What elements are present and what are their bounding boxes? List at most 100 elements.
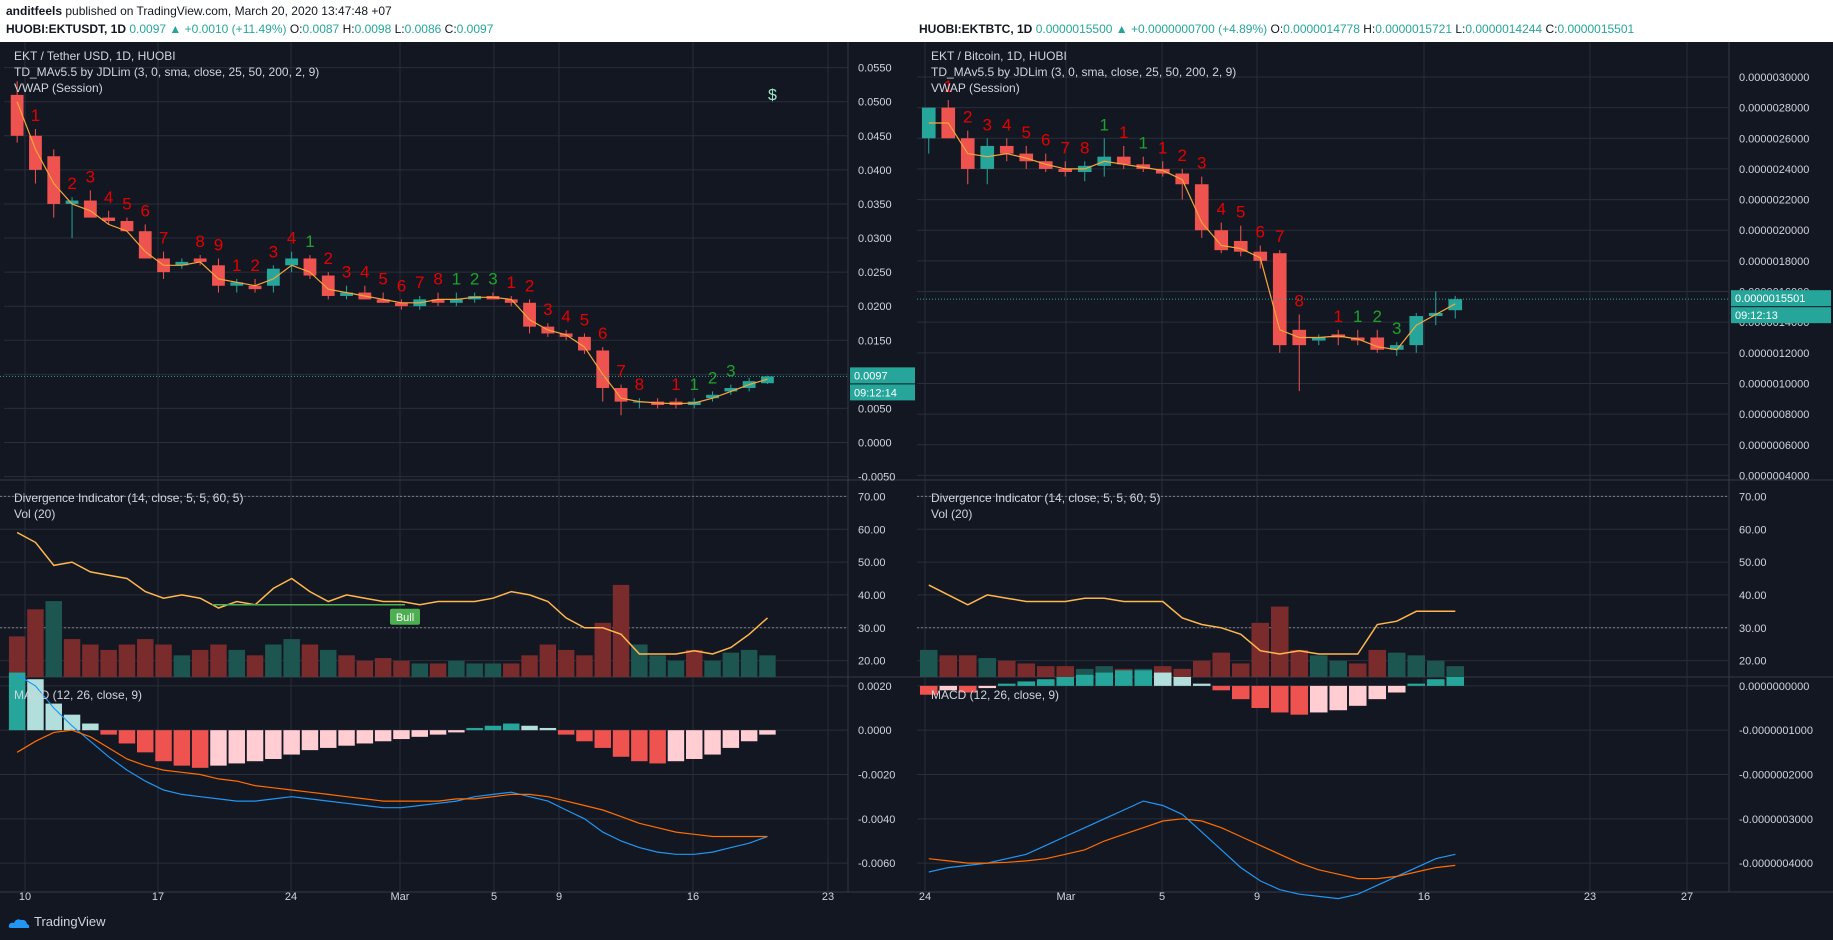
candle-body — [321, 275, 335, 296]
footer-bar: TradingView — [0, 904, 1833, 940]
volume-bar — [1270, 606, 1289, 677]
volume-bar — [320, 649, 337, 677]
volume-bar — [667, 660, 685, 677]
rsi-tick-label: 30.00 — [858, 623, 886, 635]
price-tick-label: 0.0000018000 — [1739, 256, 1809, 268]
candle-body — [921, 107, 936, 139]
macd-histogram-bar — [45, 703, 62, 731]
volume-bar — [978, 658, 997, 677]
chart-left-canvas[interactable]: 0.0550 0.0500 0.0450 0.0400 0.0350 0.0300 0.02… — [0, 42, 917, 904]
macd-histogram-bar — [137, 730, 154, 753]
volume-bar — [649, 655, 666, 677]
candle-body — [10, 94, 24, 136]
last-price-tag — [1731, 290, 1831, 307]
volume-bar — [1368, 649, 1387, 677]
macd-histogram-bar — [63, 714, 81, 731]
rsi-tick-label: 30.00 — [1739, 623, 1767, 635]
time-tick-label: 16 — [687, 891, 699, 903]
macd-histogram-bar — [1348, 685, 1367, 706]
macd-histogram-bar — [1192, 683, 1211, 686]
volume-bar — [1192, 660, 1211, 677]
macd-histogram-bar — [1231, 685, 1250, 700]
macd-histogram-bar — [919, 685, 938, 695]
volume-bar — [576, 655, 593, 677]
price-tick-label: 0.0000020000 — [1739, 225, 1809, 237]
td-count-label: 2 — [67, 174, 76, 193]
td-count-label: 2 — [1373, 307, 1382, 326]
macd-histogram-bar — [155, 730, 172, 762]
volume-bar — [594, 622, 611, 677]
close-key: C: — [1545, 22, 1558, 36]
rsi-tick-label: 60.00 — [1739, 524, 1767, 536]
candle-body — [230, 282, 244, 286]
volume-bar — [1290, 649, 1309, 677]
chart-left[interactable]: 0.0550 0.0500 0.0450 0.0400 0.0350 0.0300 0.02… — [0, 42, 917, 904]
td-count-label: 7 — [616, 362, 625, 381]
chart-right-canvas[interactable]: 0.0000030000 0.0000028000 0.0000026000 0.00… — [917, 42, 1833, 904]
price-tick-label: 0.0000026000 — [1739, 133, 1809, 145]
volume-bar — [210, 644, 227, 677]
author-name[interactable]: anditfeels — [6, 4, 63, 18]
high-value: 0.0000015721 — [1375, 22, 1452, 36]
macd-histogram-bar — [521, 725, 538, 731]
macd-tick-label: -0.0000003000 — [1739, 814, 1813, 826]
candle-body — [1233, 240, 1248, 252]
macd-histogram-bar — [594, 730, 611, 748]
tradingview-logo[interactable]: TradingView — [8, 914, 106, 929]
td-count-label: 8 — [1295, 292, 1304, 311]
td-count-label: 1 — [1158, 138, 1167, 157]
candle-body — [376, 299, 390, 303]
volume-bar — [1387, 652, 1406, 677]
vwap-line — [928, 122, 1456, 351]
countdown-tag — [850, 384, 915, 401]
td-count-label: 1 — [507, 273, 516, 292]
td-count-label: 3 — [1197, 154, 1206, 173]
divergence-indicator-label: Divergence Indicator (14, close, 5, 5, 6… — [931, 491, 1160, 505]
rsi-tick-label: 50.00 — [1739, 557, 1767, 569]
macd-histogram-bar — [228, 730, 245, 764]
candle-body — [266, 268, 280, 286]
volume-bar — [137, 639, 154, 677]
last-price: 0.0000015500 — [1035, 22, 1113, 36]
brand-name: TradingView — [34, 914, 106, 929]
ticker-line-right: HUOBI:EKTBTC, 1D 0.0000015500 ▲ +0.00000… — [919, 22, 1634, 36]
volume-bar — [356, 660, 374, 677]
volume-bar — [919, 649, 938, 677]
td-count-label: 7 — [1275, 227, 1284, 246]
open-key: O: — [1270, 22, 1284, 36]
macd-histogram-bar — [100, 730, 117, 735]
volume-bar — [173, 655, 191, 677]
td-count-label: 8 — [1080, 138, 1089, 157]
macd-histogram-bar — [667, 730, 685, 762]
macd-histogram-bar — [1407, 683, 1426, 686]
td-count-label: 4 — [287, 229, 296, 248]
td-count-label: 9 — [214, 235, 223, 254]
td-count-label: 6 — [1041, 131, 1050, 150]
macd-histogram-bar — [1036, 679, 1055, 686]
macd-histogram-bar — [265, 730, 282, 759]
macd-histogram-bar — [704, 730, 721, 755]
price-tick-label: 0.0000010000 — [1739, 378, 1809, 390]
bull-label-text: Bull — [396, 612, 414, 624]
volume-bar — [686, 649, 703, 677]
macd-histogram-bar — [631, 730, 648, 762]
volume-bar — [228, 649, 245, 677]
chart-right[interactable]: 0.0000030000 0.0000028000 0.0000026000 0.00… — [917, 42, 1833, 904]
volume-bar — [557, 649, 575, 677]
volume-bar — [393, 660, 410, 677]
open-value: 0.0000014778 — [1283, 22, 1360, 36]
price-tick-label: 0.0150 — [858, 335, 892, 347]
candle-body — [1019, 153, 1034, 162]
high-key: H: — [342, 22, 355, 36]
candle-body — [1155, 168, 1170, 174]
vwap-line — [16, 101, 768, 405]
candle-body — [212, 265, 225, 286]
bull-label-tag — [390, 608, 420, 625]
macd-line — [16, 674, 768, 855]
last-price-tag — [850, 367, 915, 384]
macd-histogram-bar — [1329, 685, 1348, 711]
macd-histogram-bar — [374, 730, 392, 742]
price-tick-label: 0.0200 — [858, 301, 892, 313]
chart-background — [0, 42, 917, 904]
price-tick-label: -0.0050 — [858, 472, 895, 484]
